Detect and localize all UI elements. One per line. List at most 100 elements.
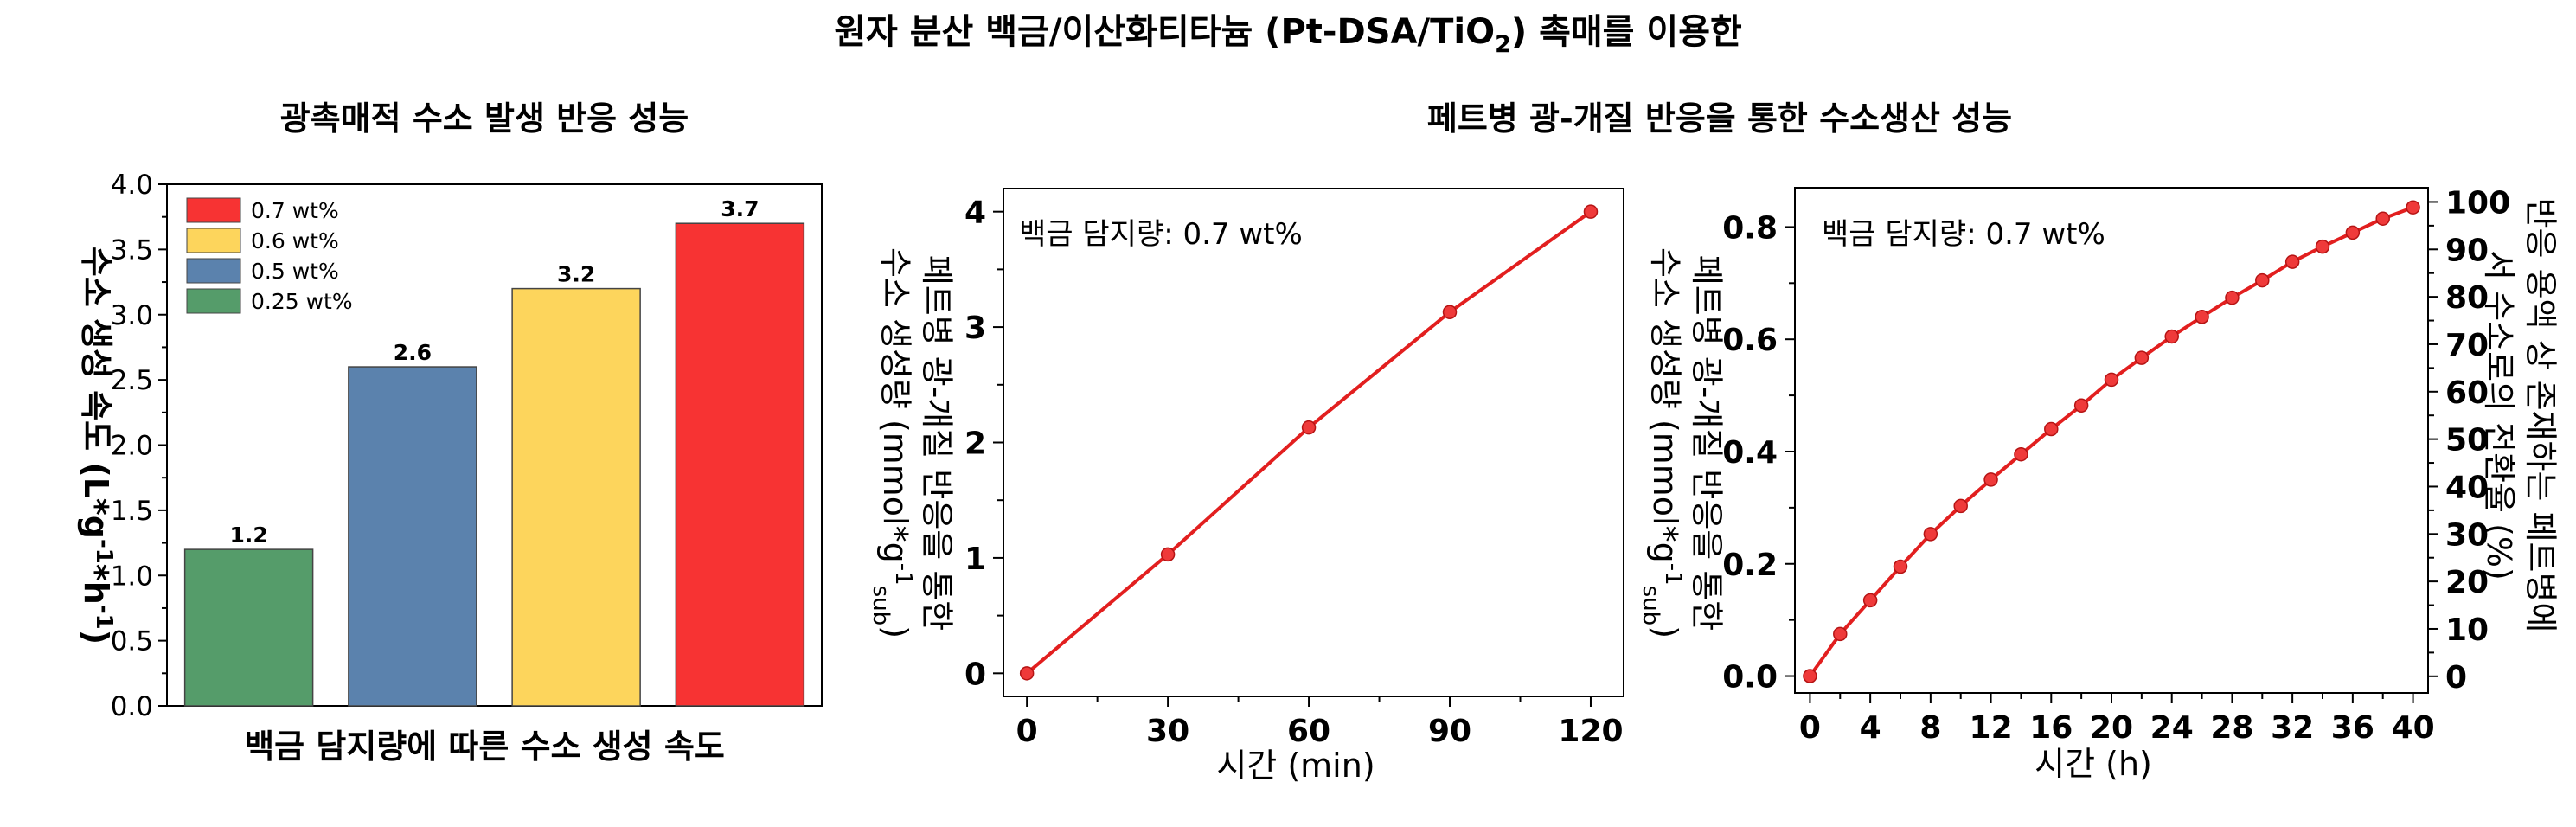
y-tick-label: 0.6 — [1722, 323, 1778, 358]
line-chart-hours-frame — [1794, 187, 2429, 694]
legend-swatch — [186, 197, 241, 223]
line-chart-minutes-plot — [1019, 204, 1599, 681]
series-line — [1808, 205, 2414, 677]
legend-swatch — [186, 258, 241, 284]
bar-data-label: 3.2 — [557, 262, 595, 287]
data-point — [1803, 669, 1817, 683]
line-chart-hours-y2-label-2: 서 수소로의 전환율 (%) — [2480, 250, 2518, 580]
line-chart-minutes-x-label: 시간 (min) — [1216, 747, 1375, 785]
y-tick-label: 1.0 — [111, 561, 153, 592]
series-line — [1025, 210, 1592, 675]
legend-swatch — [186, 228, 241, 253]
bar-chart-x-label: 백금 담지량에 따른 수소 생성 속도 — [244, 728, 725, 766]
data-point — [1862, 593, 1878, 608]
data-point — [2134, 350, 2150, 365]
x-tick-label: 28 — [2210, 710, 2253, 746]
bar-0-6-wt- — [511, 287, 641, 707]
y-tick-label: 0.8 — [1722, 210, 1778, 246]
y2-tick-label: 30 — [2445, 517, 2489, 553]
data-point — [1442, 305, 1458, 319]
line-chart-hours-axes: 0 4 8 12 16 20 24 28 32 36 40 0.0 0.2 0.4 0.6 0.8 0 10 20 3… — [1722, 185, 2510, 746]
data-point — [2104, 372, 2119, 388]
data-point — [2375, 211, 2390, 226]
y-tick-label: 2.5 — [111, 365, 153, 396]
y2-tick-label: 70 — [2445, 328, 2489, 363]
data-point — [2225, 290, 2240, 305]
y2-tick-label: 100 — [2445, 185, 2510, 221]
bar-chart: 0.0 0.5 1.0 1.5 2.0 2.5 3.0 3.5 4.0 1.2 2.6 3.2 3.7… — [77, 170, 823, 766]
data-point — [1019, 666, 1035, 681]
x-tick-label: 32 — [2271, 710, 2314, 746]
line-chart-hours-annotation: 백금 담지량: 0.7 wt% — [1822, 217, 2105, 252]
line-chart-minutes: 0 30 60 90 120 0 1 2 3 4 백금 담지량: 0.7 wt% 시간 (min)… — [868, 188, 1624, 785]
x-tick-label: 120 — [1558, 714, 1623, 749]
bar-0-25-wt- — [183, 548, 314, 707]
data-point — [2345, 225, 2361, 240]
bar-chart-bars: 1.2 2.6 3.2 3.7 — [183, 196, 805, 707]
x-tick-label: 0 — [1799, 710, 1821, 746]
line-chart-minutes-y-label-1: 페트병 광-개질 반응을 통한 — [918, 255, 956, 631]
y2-tick-label: 50 — [2445, 423, 2489, 458]
data-point — [2073, 398, 2089, 414]
data-point — [2406, 200, 2420, 215]
y-tick-label: 1 — [964, 542, 986, 577]
y2-tick-label: 60 — [2445, 375, 2489, 411]
y-tick-label: 2.0 — [111, 431, 153, 462]
data-point — [1301, 420, 1317, 435]
line-chart-minutes-y-label-2: 수소 생성량 (mmol*g-1sub) — [868, 247, 916, 638]
line-chart-minutes-axes: 0 30 60 90 120 0 1 2 3 4 — [964, 196, 1624, 749]
y-tick-label: 1.5 — [111, 496, 153, 527]
y-tick-label: 3 — [964, 311, 986, 346]
x-tick-label: 4 — [1860, 710, 1881, 746]
y2-tick-label: 40 — [2445, 470, 2489, 505]
y2-tick-label: 80 — [2445, 280, 2489, 316]
data-point — [2315, 239, 2330, 254]
x-tick-label: 60 — [1287, 714, 1330, 749]
legend-label: 0.7 wt% — [251, 198, 339, 223]
x-tick-label: 8 — [1919, 710, 1941, 746]
data-point — [1953, 498, 1968, 514]
y-tick-label: 0 — [964, 657, 986, 692]
x-tick-label: 30 — [1146, 714, 1189, 749]
line-chart-hours-plot — [1803, 200, 2420, 683]
x-tick-label: 16 — [2029, 710, 2073, 746]
bar-0-5-wt- — [348, 366, 477, 707]
y2-tick-label: 0 — [2445, 660, 2467, 696]
line-chart-hours: 0 4 8 12 16 20 24 28 32 36 40 0.0 0.2 0.4 0.6 0.8 0 10 20 3… — [1637, 185, 2560, 783]
y-tick-label: 4.0 — [111, 170, 153, 201]
y-tick-label: 0.2 — [1722, 548, 1778, 583]
data-point — [1923, 527, 1938, 542]
bar-data-label: 1.2 — [229, 522, 267, 548]
y2-tick-label: 20 — [2445, 565, 2489, 600]
data-point — [2284, 254, 2300, 269]
data-point — [2164, 329, 2179, 344]
data-point — [2255, 272, 2270, 288]
legend-label: 0.5 wt% — [251, 259, 339, 284]
line-chart-hours-y-label-1: 페트병 광-개질 반응을 통한 — [1688, 255, 1726, 631]
x-tick-label: 90 — [1428, 714, 1471, 749]
y-tick-label: 0.4 — [1722, 435, 1778, 471]
data-point — [1160, 547, 1176, 562]
bar-chart-legend: 0.7 wt% 0.6 wt% 0.5 wt% 0.25 wt% — [186, 197, 353, 314]
x-tick-label: 20 — [2090, 710, 2133, 746]
data-point — [1983, 472, 1998, 487]
x-tick-label: 0 — [1016, 714, 1038, 749]
y2-tick-label: 90 — [2445, 233, 2489, 268]
figure-title: 원자 분산 백금/이산화티타늄 (Pt-DSA/TiO2) 촉매를 이용한 — [834, 12, 1742, 58]
data-point — [1583, 204, 1599, 219]
x-tick-label: 36 — [2331, 710, 2374, 746]
data-point — [2195, 309, 2209, 324]
bar-data-label: 2.6 — [394, 340, 432, 365]
bar-data-label: 3.7 — [721, 196, 759, 221]
data-point — [1833, 626, 1848, 642]
y-tick-label: 3.0 — [111, 300, 153, 331]
legend-swatch — [186, 288, 241, 314]
y-tick-label: 4 — [964, 196, 986, 231]
data-point — [1893, 559, 1908, 574]
y-tick-label: 0.0 — [1722, 660, 1778, 696]
legend-label: 0.25 wt% — [251, 289, 353, 314]
x-tick-label: 40 — [2392, 710, 2435, 746]
line-chart-hours-y-label-2: 수소 생성량 (mmol*g-1sub) — [1637, 247, 1686, 638]
line-chart-hours-x-label: 시간 (h) — [2035, 745, 2152, 783]
